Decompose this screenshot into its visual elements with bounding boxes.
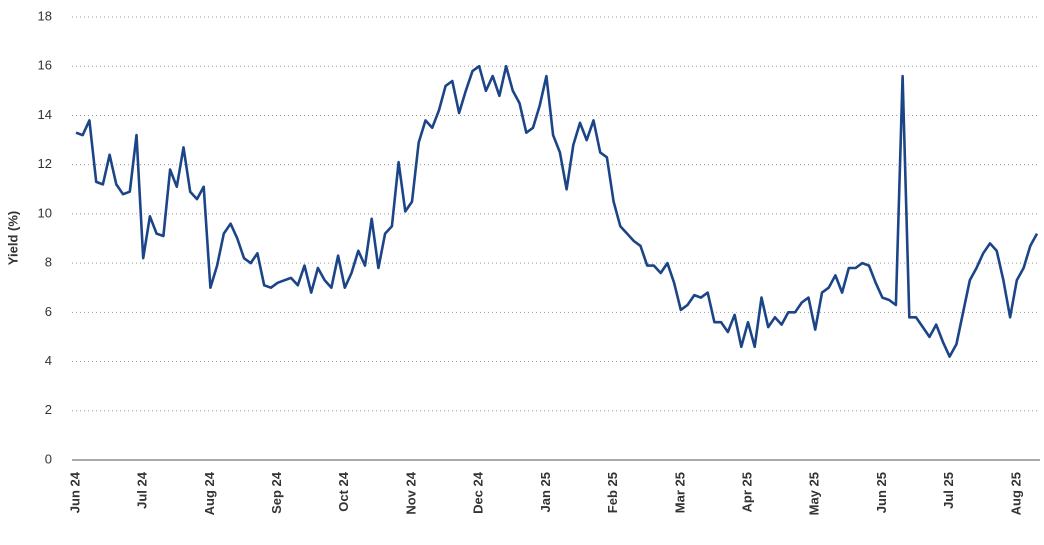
x-tick-label: Feb 25 bbox=[605, 472, 620, 513]
x-tick-label: Mar 25 bbox=[672, 472, 687, 513]
x-tick-label: Jun 25 bbox=[874, 472, 889, 513]
y-tick-label: 14 bbox=[38, 107, 52, 122]
x-tick-label: Oct 24 bbox=[336, 471, 351, 512]
x-tick-label: Nov 24 bbox=[403, 471, 418, 514]
x-tick-label: Jul 24 bbox=[135, 471, 150, 509]
y-tick-label: 4 bbox=[45, 353, 52, 368]
y-tick-label: 10 bbox=[38, 205, 52, 220]
series-line bbox=[75, 64, 1039, 358]
x-tick-label: Aug 25 bbox=[1008, 472, 1023, 515]
x-tick-label: Dec 24 bbox=[471, 471, 486, 514]
x-tick-label: Jul 25 bbox=[941, 472, 956, 509]
y-tick-label: 8 bbox=[45, 255, 52, 270]
y-tick-label: 16 bbox=[38, 58, 52, 73]
x-tick-label: Sep 24 bbox=[269, 471, 284, 514]
y-tick-label: 0 bbox=[45, 451, 52, 466]
x-tick-label: May 25 bbox=[807, 472, 822, 515]
x-tick-label: Jun 24 bbox=[67, 471, 82, 513]
x-tick-label: Apr 25 bbox=[739, 472, 754, 512]
y-tick-label: 6 bbox=[45, 304, 52, 319]
y-tick-label: 2 bbox=[45, 402, 52, 417]
y-tick-label: 12 bbox=[38, 156, 52, 171]
y-tick-label: 18 bbox=[38, 8, 52, 23]
x-tick-label: Jan 25 bbox=[538, 472, 553, 512]
y-axis-label: Yield (%) bbox=[5, 211, 20, 265]
x-tick-label: Aug 24 bbox=[202, 471, 217, 515]
